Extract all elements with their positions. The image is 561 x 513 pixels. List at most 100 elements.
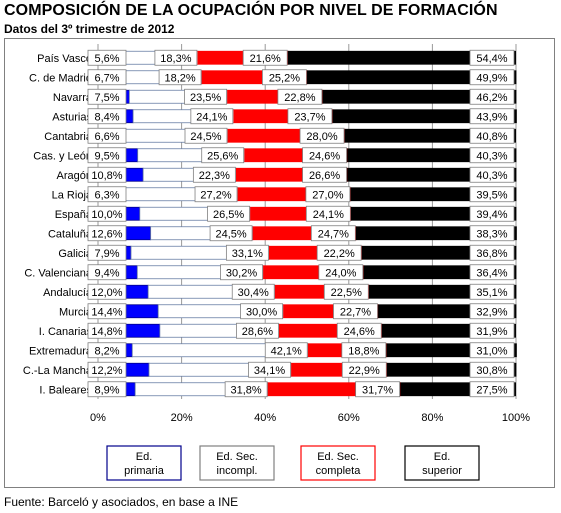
data-label: 25,2% (269, 72, 300, 84)
data-label: 38,3% (476, 228, 507, 240)
data-label: 31,0% (476, 345, 507, 357)
data-label-box (469, 127, 515, 144)
data-label: 30,0% (246, 306, 277, 318)
data-label-box (87, 127, 127, 144)
category-label: I. Canarias (39, 326, 93, 338)
chart-title: COMPOSICIÓN DE LA OCUPACIÓN POR NIVEL DE… (4, 2, 498, 19)
data-label: 9,5% (94, 150, 119, 162)
data-label: 30,8% (476, 365, 507, 377)
data-label-box (240, 303, 283, 320)
data-label: 18,3% (160, 53, 191, 65)
data-label-box (87, 283, 127, 300)
category-label: I. Baleares (39, 384, 92, 396)
category-label: Galicia (58, 248, 93, 260)
data-label: 40,8% (476, 131, 507, 143)
bar-segment (322, 89, 517, 104)
data-label-box (469, 264, 515, 281)
data-label-box (469, 381, 515, 398)
data-label: 7,5% (94, 92, 119, 104)
data-label: 6,6% (94, 131, 119, 143)
legend-box (199, 445, 275, 481)
data-label-box (87, 147, 127, 164)
category-label: España (55, 209, 93, 221)
data-label-box (469, 49, 515, 66)
data-label-box (305, 186, 351, 203)
data-label: 12,0% (91, 287, 122, 299)
data-label-box (310, 225, 356, 242)
category-label: Murcia (59, 306, 93, 318)
data-label-box (469, 88, 515, 105)
legend-label: Ed. Sec. (317, 451, 359, 463)
category-label: Cas. y León (33, 150, 92, 162)
data-label-box (264, 342, 308, 359)
data-label: 6,7% (94, 72, 119, 84)
data-label-box (207, 205, 250, 222)
data-label: 9,4% (94, 267, 119, 279)
data-label: 36,4% (476, 267, 507, 279)
data-label: 26,5% (213, 209, 244, 221)
data-label-box (469, 244, 515, 261)
data-label-box (299, 127, 345, 144)
data-label: 10,8% (91, 170, 122, 182)
data-label: 22,8% (284, 92, 315, 104)
data-label-box (469, 225, 515, 242)
data-label: 35,1% (476, 287, 507, 299)
bar-segment (307, 70, 517, 85)
data-label-box (469, 303, 515, 320)
bar-segment (287, 50, 516, 65)
data-label: 24,7% (318, 228, 349, 240)
data-label: 14,8% (91, 326, 122, 338)
data-label: 22,7% (340, 306, 371, 318)
data-label: 32,9% (476, 306, 507, 318)
legend-label: primaria (124, 465, 165, 477)
data-label-box (341, 361, 387, 378)
data-label-box (87, 381, 127, 398)
data-label-box (87, 108, 127, 125)
data-label-box (192, 166, 236, 183)
data-label-box (333, 303, 378, 320)
data-label: 21,6% (250, 53, 281, 65)
category-label: País Vasco (37, 53, 92, 65)
category-label: Aragón (57, 170, 92, 182)
legend-box (106, 445, 182, 481)
data-label: 7,9% (94, 248, 119, 260)
data-label: 46,2% (476, 92, 507, 104)
data-label: 31,8% (231, 384, 262, 396)
data-label: 12,6% (91, 228, 122, 240)
data-label: 26,6% (309, 170, 340, 182)
data-label-box (323, 283, 369, 300)
data-label: 28,6% (242, 326, 273, 338)
data-label: 39,4% (476, 209, 507, 221)
data-label: 30,2% (226, 267, 257, 279)
data-label: 24,1% (196, 111, 227, 123)
data-label-box (287, 108, 333, 125)
data-label-box (87, 88, 127, 105)
data-label: 8,2% (94, 345, 119, 357)
category-label: Asturias (52, 111, 92, 123)
data-label: 23,7% (294, 111, 325, 123)
legend-label: Ed. Sec. (216, 451, 258, 463)
data-label-box (87, 303, 127, 320)
data-label-box (231, 283, 275, 300)
data-label: 22,3% (199, 170, 230, 182)
data-label-box (236, 322, 279, 339)
chart-frame (4, 38, 555, 488)
data-label-box (184, 127, 228, 144)
data-label: 6,3% (94, 189, 119, 201)
data-label-box (469, 147, 515, 164)
legend-label: Ed. (434, 451, 451, 463)
data-label-box (336, 322, 382, 339)
category-label: C. Valenciana (24, 267, 93, 279)
data-label: 36,8% (476, 248, 507, 260)
category-label: Navarra (53, 92, 93, 104)
x-tick-label: 60% (338, 412, 360, 424)
data-label: 27,2% (200, 189, 231, 201)
data-label: 24,5% (215, 228, 246, 240)
x-tick-label: 20% (171, 412, 193, 424)
data-label: 14,4% (91, 306, 122, 318)
data-label-box (184, 88, 227, 105)
data-label-box (469, 205, 515, 222)
data-label-box (469, 186, 515, 203)
category-label: Cataluña (48, 228, 93, 240)
data-label-box (87, 361, 127, 378)
